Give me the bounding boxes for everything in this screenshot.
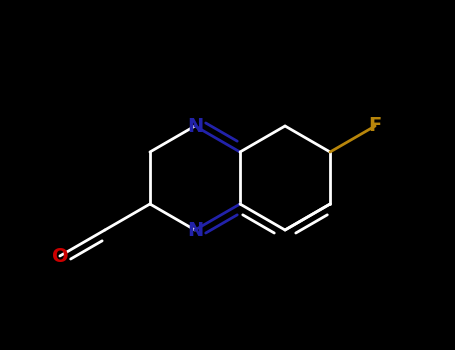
Text: O: O [51,246,68,266]
Text: N: N [187,220,203,239]
Text: N: N [187,117,203,135]
Text: F: F [369,117,382,135]
